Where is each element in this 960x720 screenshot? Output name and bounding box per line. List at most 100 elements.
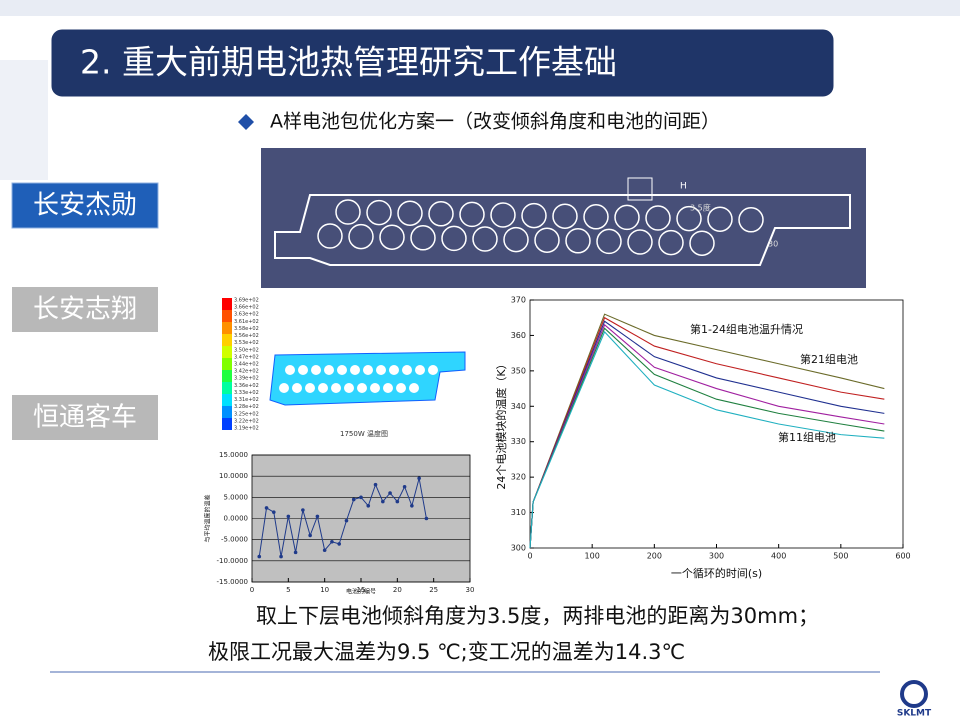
y-tick-label: 320 bbox=[511, 473, 526, 482]
sidebar-label[interactable]: 长安杰勋 bbox=[33, 191, 137, 221]
contour-cell bbox=[396, 383, 406, 393]
cad-cell bbox=[366, 199, 392, 226]
colorbar-cell bbox=[222, 370, 232, 382]
cad-cell bbox=[472, 226, 498, 252]
y-axis-label: 与平均温度的温差 bbox=[204, 494, 212, 542]
data-point bbox=[308, 533, 312, 538]
x-tick-label: 0 bbox=[527, 552, 532, 561]
cad-cell bbox=[627, 229, 653, 255]
cad-cell bbox=[459, 201, 485, 228]
cad-cell bbox=[503, 226, 529, 253]
data-point bbox=[402, 484, 407, 489]
cad-cell bbox=[379, 224, 405, 250]
cad-cell bbox=[317, 223, 343, 249]
title: 2. 重大前期电池热管理研究工作基础 bbox=[80, 43, 617, 82]
annotation: 第1-24组电池温升情况 bbox=[690, 322, 803, 336]
contour-cell bbox=[344, 383, 354, 393]
contour-cell bbox=[415, 365, 425, 375]
colorbar-label: 3.28e+02 bbox=[234, 404, 259, 410]
sidebar-label[interactable]: 恒通客车 bbox=[33, 403, 137, 433]
cad-cell bbox=[441, 225, 467, 252]
data-point bbox=[366, 504, 371, 508]
temperature-chart: 300 310 320 330 340 350 360 370 0 100 200 300 400 500… bbox=[494, 296, 911, 581]
contour-cell bbox=[331, 383, 341, 393]
colorbar-label: 3.36e+02 bbox=[234, 383, 259, 389]
data-point bbox=[279, 554, 283, 559]
y-tick-label: 350 bbox=[511, 366, 526, 375]
colorbar-cell bbox=[222, 382, 232, 394]
contour-cell bbox=[357, 383, 367, 393]
x-axis-label: 一个循环的时间(s) bbox=[671, 566, 762, 580]
y-tick-label: 370 bbox=[511, 296, 526, 305]
colorbar-label: 3.22e+02 bbox=[234, 418, 259, 424]
cad-cell bbox=[738, 207, 764, 233]
sidebar-label[interactable]: 长安志翔 bbox=[33, 295, 137, 325]
annotation: 第11组电池 bbox=[778, 430, 836, 444]
x-tick-label: 15 bbox=[357, 586, 366, 594]
sidebar-item[interactable] bbox=[12, 287, 158, 332]
x-tick-label: 600 bbox=[895, 552, 910, 561]
x-tick-label: 20 bbox=[393, 586, 402, 594]
x-tick-label: 300 bbox=[709, 552, 724, 561]
contour-cell bbox=[370, 383, 380, 393]
contour-cell bbox=[324, 365, 334, 375]
cad-cell bbox=[596, 228, 622, 255]
y-tick-label: 360 bbox=[511, 331, 526, 340]
cad-label: 30 bbox=[768, 240, 778, 249]
colorbar-label: 3.63e+02 bbox=[234, 312, 259, 318]
caption-line: 取上下层电池倾斜角度为3.5度，两排电池的距离为30mm； bbox=[256, 604, 819, 628]
contour-image: 3.69e+023.66e+023.63e+023.61e+023.58e+02… bbox=[222, 298, 466, 432]
cad-panel bbox=[261, 148, 866, 288]
data-point bbox=[424, 516, 429, 521]
contour-cell bbox=[402, 365, 412, 375]
colorbar-cell bbox=[222, 310, 232, 322]
y-tick-label: -5.0000 bbox=[221, 536, 248, 544]
sidebar-item-active[interactable] bbox=[11, 182, 159, 229]
bullet-diamond bbox=[238, 114, 254, 130]
data-point bbox=[337, 542, 342, 546]
colorbar-cell bbox=[222, 298, 232, 310]
contour-cell bbox=[311, 365, 321, 375]
contour-cell bbox=[292, 383, 302, 393]
contour-cell bbox=[298, 365, 308, 375]
x-axis-label: 电池的编号 bbox=[346, 588, 376, 596]
colorbar-label: 3.69e+02 bbox=[234, 298, 259, 304]
cad-outline bbox=[274, 194, 851, 266]
contour-shape bbox=[269, 351, 466, 406]
data-point bbox=[381, 499, 385, 504]
sidebar-item[interactable] bbox=[12, 395, 158, 440]
x-tick-label: 500 bbox=[833, 552, 848, 561]
y-tick-label: 15.0000 bbox=[219, 451, 248, 459]
contour-cell bbox=[337, 365, 347, 375]
x-tick-label: 25 bbox=[429, 586, 438, 594]
y-tick-label: 300 bbox=[511, 544, 526, 553]
data-point bbox=[351, 497, 356, 502]
contour-cell bbox=[428, 365, 438, 375]
colorbar-cell bbox=[222, 418, 232, 430]
contour-cell bbox=[305, 383, 315, 393]
caption-line: 极限工况最大温差为9.5 ℃;变工况的温差为14.3℃ bbox=[208, 640, 685, 664]
data-point bbox=[301, 508, 305, 512]
y-axis-label: 24个电池模块的温度（K） bbox=[494, 358, 508, 489]
colorbar-cell bbox=[222, 394, 232, 406]
colorbar-cell bbox=[222, 406, 232, 418]
colorbar-label: 3.31e+02 bbox=[234, 397, 259, 403]
data-point bbox=[344, 518, 349, 523]
contour-cell bbox=[409, 383, 419, 393]
colorbar-label: 3.58e+02 bbox=[234, 326, 259, 332]
x-tick-label: 30 bbox=[466, 586, 475, 594]
data-point bbox=[315, 514, 320, 519]
y-tick-label: 10.0000 bbox=[219, 472, 248, 480]
data-point bbox=[373, 482, 378, 487]
cad-cell bbox=[565, 228, 591, 254]
contour-cell bbox=[350, 365, 360, 375]
colorbar-label: 3.47e+02 bbox=[234, 354, 259, 360]
cad-cells bbox=[317, 199, 764, 256]
cad-cell bbox=[397, 200, 423, 226]
x-tick-label: 400 bbox=[771, 552, 786, 561]
data-point bbox=[388, 491, 392, 495]
contour-cell bbox=[279, 383, 289, 393]
y-tick-label: 0.0000 bbox=[224, 515, 249, 523]
contour-cell bbox=[389, 365, 399, 375]
data-point bbox=[359, 495, 363, 500]
